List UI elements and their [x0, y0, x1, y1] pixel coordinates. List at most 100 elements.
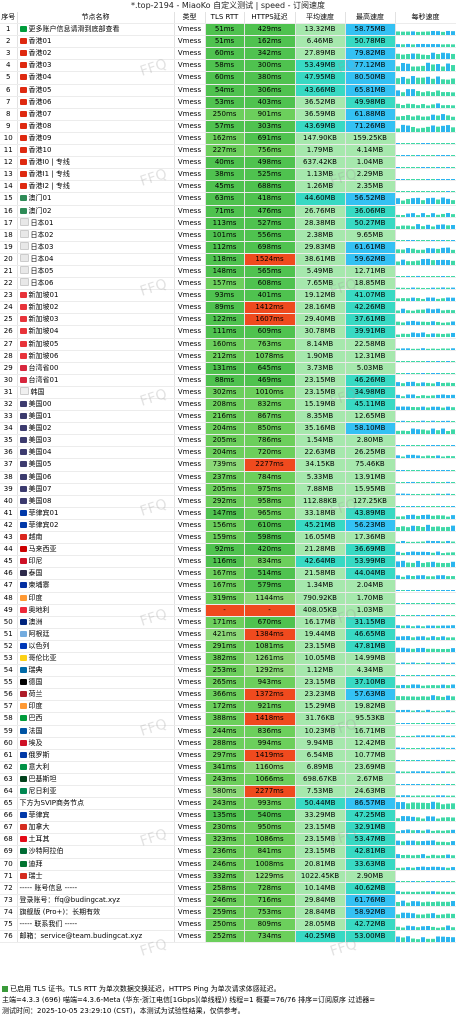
speed-bar	[445, 247, 450, 253]
cell-avg-speed: 10.23MB	[295, 725, 346, 738]
per-second-chart	[395, 858, 456, 871]
speed-bar	[425, 214, 430, 217]
speed-bar	[425, 348, 430, 350]
cell-https-latency: 784ms	[244, 471, 296, 484]
speed-bar	[405, 31, 410, 35]
speed-sparkline	[395, 394, 455, 398]
speed-bar	[430, 675, 435, 676]
cell-avg-speed: 53.49MB	[295, 59, 346, 73]
speed-bar	[405, 142, 410, 144]
speed-bar	[400, 430, 405, 434]
cell-node-name: 香港09	[17, 132, 175, 146]
speed-bar	[410, 333, 415, 338]
speed-bar	[425, 602, 430, 604]
speed-bar	[440, 936, 445, 942]
cell-tls-rtt: 236ms	[205, 845, 245, 859]
cell-avg-speed: 22.63MB	[295, 446, 346, 460]
speed-bar	[450, 648, 455, 652]
speed-bar	[435, 103, 440, 108]
speed-bar	[410, 75, 415, 84]
speed-sparkline	[395, 308, 455, 313]
speed-bar	[445, 747, 450, 749]
speed-bar	[395, 901, 400, 906]
cell-max-speed: 37.61MB	[345, 313, 396, 327]
per-second-chart	[395, 604, 456, 617]
speed-bar	[435, 406, 440, 410]
table-row: 26 新加坡04 Vmess 111ms 609ms 30.78MB 39.91MB	[0, 325, 456, 339]
table-row: 34 美国02 Vmess 204ms 850ms 35.16MB 58.10MB	[0, 422, 456, 436]
table-row: 72 ----- 账号信息 ----- Vmess 258ms 728ms 10.14MB…	[0, 882, 456, 895]
speed-bar	[450, 142, 455, 144]
cell-type: Vmess	[174, 180, 206, 194]
speed-bar	[420, 299, 425, 301]
cell-https-latency: 965ms	[244, 507, 296, 520]
flag-icon	[19, 159, 27, 166]
cell-type: Vmess	[174, 809, 206, 823]
speed-bar	[445, 63, 450, 71]
speed-bar	[425, 891, 430, 894]
node-name-text: 美国01	[28, 412, 52, 421]
flag-icon	[19, 147, 27, 154]
speed-bar	[400, 891, 405, 894]
cell-tls-rtt: 51ms	[205, 35, 245, 49]
speed-bar	[415, 360, 420, 362]
node-name-text: 美国03	[28, 436, 52, 445]
speed-bar	[425, 308, 430, 313]
per-second-chart	[395, 579, 456, 593]
speed-bar	[445, 675, 450, 676]
cell-https-latency: 1066ms	[244, 773, 296, 787]
speed-bar	[420, 155, 425, 156]
cell-node-name: 菲律宾02	[17, 519, 175, 533]
cell-index: 39	[0, 483, 18, 496]
speed-bar	[435, 31, 440, 35]
speed-bar	[420, 771, 425, 773]
flag-icon	[19, 253, 29, 262]
speed-bar	[415, 841, 420, 845]
speed-bar	[440, 191, 445, 192]
node-name-text: 新加坡06	[28, 351, 59, 360]
speed-bar	[405, 54, 410, 59]
speed-bar	[440, 575, 445, 579]
speed-bar	[420, 818, 425, 821]
cell-tls-rtt: 159ms	[205, 531, 245, 545]
cell-node-name: 香港03	[17, 59, 175, 73]
cell-https-latency: 1010ms	[244, 386, 296, 400]
speed-bar	[420, 142, 425, 144]
cell-max-speed: 127.25KB	[345, 495, 396, 508]
speed-bar	[415, 429, 420, 434]
node-name-text: 日本06	[30, 279, 54, 288]
cell-avg-speed: 13.32MB	[295, 23, 346, 37]
speed-bar	[415, 287, 420, 289]
cell-max-speed: 42.81MB	[345, 845, 396, 859]
speed-bar	[435, 842, 440, 845]
cell-index: 26	[0, 325, 18, 339]
speed-bar	[410, 795, 415, 797]
cell-type: Vmess	[174, 156, 206, 170]
speed-bar	[400, 249, 405, 253]
flag-icon	[19, 413, 27, 420]
speed-sparkline	[395, 332, 455, 338]
cell-tls-rtt: 172ms	[205, 700, 245, 714]
speed-bar	[450, 747, 455, 749]
speed-sparkline	[395, 469, 455, 471]
per-second-chart	[395, 809, 456, 823]
cell-node-name: 土耳其	[17, 833, 175, 847]
speed-bar	[425, 288, 430, 289]
cell-node-name: 柬埔寨	[17, 579, 175, 593]
cell-https-latency: 514ms	[244, 567, 296, 581]
cell-index: 61	[0, 749, 18, 762]
speed-bar	[405, 925, 410, 930]
cell-max-speed: 50.78MB	[345, 35, 396, 49]
speed-bar	[435, 334, 440, 338]
per-second-chart	[395, 350, 456, 363]
flag-icon	[19, 352, 27, 359]
node-name-text: 新加坡05	[28, 339, 59, 348]
speed-bar	[400, 927, 405, 930]
table-row: 53 哥伦比亚 Vmess 382ms 1261ms 10.05MB 14.99MB	[0, 652, 456, 666]
speed-bar	[450, 552, 455, 555]
table-row: 32 美国00 Vmess 208ms 832ms 15.19MB 45.11MB	[0, 398, 456, 412]
speed-bar	[400, 200, 405, 204]
speed-bar	[435, 348, 440, 350]
speed-bar	[410, 372, 415, 374]
cell-https-latency: 994ms	[244, 737, 296, 750]
